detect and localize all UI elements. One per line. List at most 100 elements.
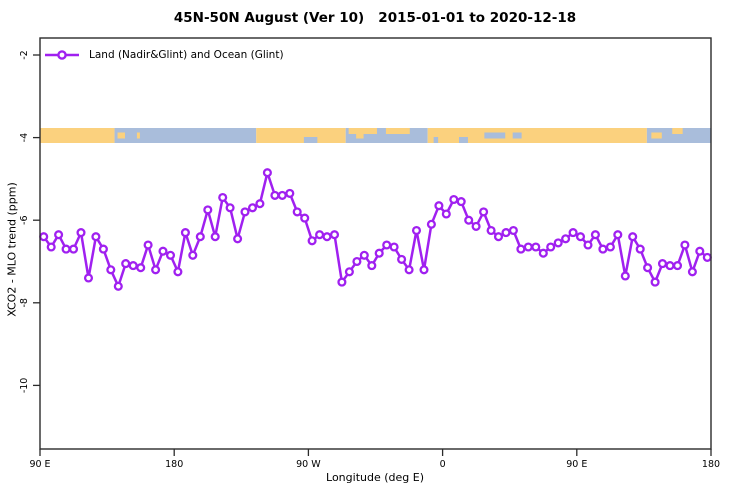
legend-circle-marker-icon (57, 50, 67, 60)
data-point (561, 234, 571, 244)
map-band-detail (136, 132, 140, 139)
data-point (479, 207, 489, 217)
data-point (493, 232, 504, 242)
data-point (486, 225, 496, 236)
x-tick-label: 180 (702, 459, 720, 470)
data-point (218, 192, 228, 203)
data-point (39, 232, 49, 242)
data-point (575, 232, 586, 242)
data-point (158, 246, 168, 256)
x-tick-label: 180 (165, 459, 183, 470)
data-point (68, 244, 79, 254)
data-point (165, 250, 176, 260)
data-point (553, 238, 563, 248)
data-point (590, 230, 600, 240)
data-point (695, 246, 705, 256)
data-point (635, 244, 645, 254)
data-point (247, 203, 258, 213)
data-point (680, 240, 690, 250)
data-point (434, 201, 444, 211)
data-point (702, 252, 712, 262)
x-tick-label: 90 W (296, 459, 321, 470)
data-point (262, 168, 272, 178)
data-point (210, 232, 220, 242)
data-point (285, 188, 295, 198)
map-band-detail (117, 132, 125, 139)
data-point (76, 228, 86, 238)
data-point (307, 236, 317, 246)
y-axis-label: XCO2 - MLO trend (ppm) (5, 182, 19, 317)
data-point (650, 277, 660, 287)
y-tick-label: -2 (19, 50, 30, 59)
data-point (203, 205, 213, 215)
data-point (173, 267, 183, 277)
x-axis-label: Longitude (deg E) (326, 471, 424, 484)
data-point (389, 242, 399, 252)
data-point (113, 281, 123, 291)
data-point (449, 194, 459, 205)
map-band-detail (303, 137, 318, 143)
y-tick-label: -4 (19, 133, 30, 142)
data-point (359, 250, 369, 260)
plot-box (39, 37, 712, 450)
x-axis: 90 E 180 90 W 0 90 E 180 (29, 449, 720, 470)
data-point (397, 254, 407, 264)
map-band (40, 128, 711, 143)
data-point (613, 230, 623, 240)
y-tick-label: -6 (19, 215, 30, 224)
legend-label: Land (Nadir&Glint) and Ocean (Glint) (89, 49, 284, 61)
data-point (538, 248, 548, 258)
map-band-ocean (646, 128, 711, 143)
data-point (188, 250, 198, 260)
data-point (687, 267, 697, 277)
data-point (426, 219, 436, 229)
map-band-land (427, 128, 647, 143)
data-point (337, 277, 347, 287)
data-point (523, 242, 533, 252)
data-series (39, 168, 712, 291)
data-point (605, 242, 615, 252)
y-tick-label: -8 (19, 298, 30, 307)
map-band-detail (512, 132, 522, 139)
data-point (180, 228, 190, 238)
x-tick-label: 90 E (566, 459, 587, 470)
data-point (240, 207, 250, 217)
chart-title: 45N-50N August (Ver 10) 2015-01-01 to 20… (173, 10, 577, 26)
data-point (344, 267, 354, 277)
data-point (583, 240, 593, 250)
data-point (233, 234, 243, 244)
data-point (471, 221, 481, 231)
data-point (620, 271, 630, 281)
data-point (225, 203, 235, 213)
data-point (121, 259, 131, 269)
legend: Land (Nadir&Glint) and Ocean (Glint) (44, 47, 284, 63)
data-point (441, 209, 451, 219)
data-point (277, 190, 287, 200)
data-point (106, 265, 116, 275)
data-point (61, 244, 71, 254)
map-band-detail (484, 132, 506, 139)
data-point (464, 215, 474, 225)
data-point (315, 230, 325, 240)
map-band-detail (651, 132, 662, 139)
data-point (411, 225, 422, 236)
data-point (292, 207, 302, 217)
map-band-detail (385, 128, 410, 134)
data-point (419, 265, 429, 275)
data-point (352, 256, 362, 267)
data-point (501, 228, 511, 238)
data-point (46, 242, 56, 252)
data-point (322, 232, 332, 242)
legend-line-marker-icon (45, 50, 79, 60)
data-point (367, 261, 377, 271)
data-point (672, 261, 683, 271)
map-band-detail (348, 128, 377, 134)
map-band-land (40, 128, 115, 143)
map-band-detail (356, 132, 364, 139)
data-point (54, 230, 64, 240)
data-point (143, 240, 153, 250)
data-point (98, 244, 108, 254)
data-point (516, 244, 526, 254)
data-point (382, 240, 392, 250)
